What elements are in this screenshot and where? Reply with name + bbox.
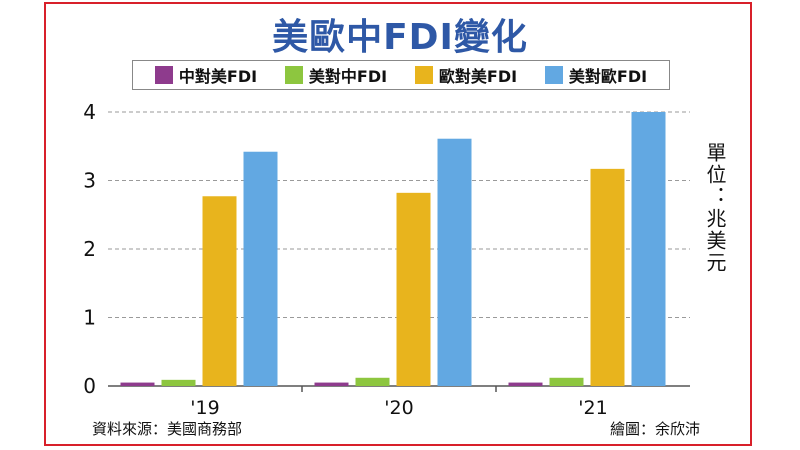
legend-swatch xyxy=(544,66,563,84)
bar xyxy=(631,112,666,386)
legend-item-europe-to-us: 歐對美FDI xyxy=(414,63,518,87)
bar xyxy=(508,382,543,386)
legend-item-us-to-europe: 美對歐FDI xyxy=(544,63,648,87)
credit-note: 繪圖：余欣沛 xyxy=(609,420,700,438)
legend-label: 美對歐FDI xyxy=(568,67,648,86)
bar xyxy=(396,192,431,386)
unit-label: 單位：兆美元 xyxy=(703,142,727,274)
legend-label: 中對美FDI xyxy=(178,67,258,86)
bar xyxy=(590,168,625,386)
y-tick-label: 3 xyxy=(83,169,96,193)
y-tick-label: 2 xyxy=(83,237,96,261)
legend-swatch xyxy=(414,66,433,84)
legend-item-china-to-us: 中對美FDI xyxy=(154,63,258,87)
y-tick-label: 0 xyxy=(83,374,96,398)
y-tick-label: 4 xyxy=(83,100,96,124)
y-tick-label: 1 xyxy=(83,306,96,330)
legend-label: 美對中FDI xyxy=(308,67,388,86)
bar xyxy=(243,151,278,386)
chart-legend: 中對美FDI 美對中FDI 歐對美FDI 美對歐FDI xyxy=(132,60,670,90)
legend-item-us-to-china: 美對中FDI xyxy=(284,63,388,87)
bar xyxy=(120,382,155,386)
x-tick-label: '19 xyxy=(190,397,219,419)
legend-swatch xyxy=(154,66,173,84)
source-note: 資料來源：美國商務部 xyxy=(92,420,243,438)
bar xyxy=(355,377,390,386)
bar xyxy=(314,382,349,386)
chart-title: 美歐中FDI變化 xyxy=(272,17,528,58)
legend-swatch xyxy=(284,66,303,84)
x-tick-label: '20 xyxy=(384,397,413,419)
bar xyxy=(437,138,472,386)
legend-label: 歐對美FDI xyxy=(438,67,518,86)
bar xyxy=(202,196,237,386)
x-tick-label: '21 xyxy=(578,397,607,419)
bar xyxy=(549,377,584,386)
bar xyxy=(161,379,196,386)
